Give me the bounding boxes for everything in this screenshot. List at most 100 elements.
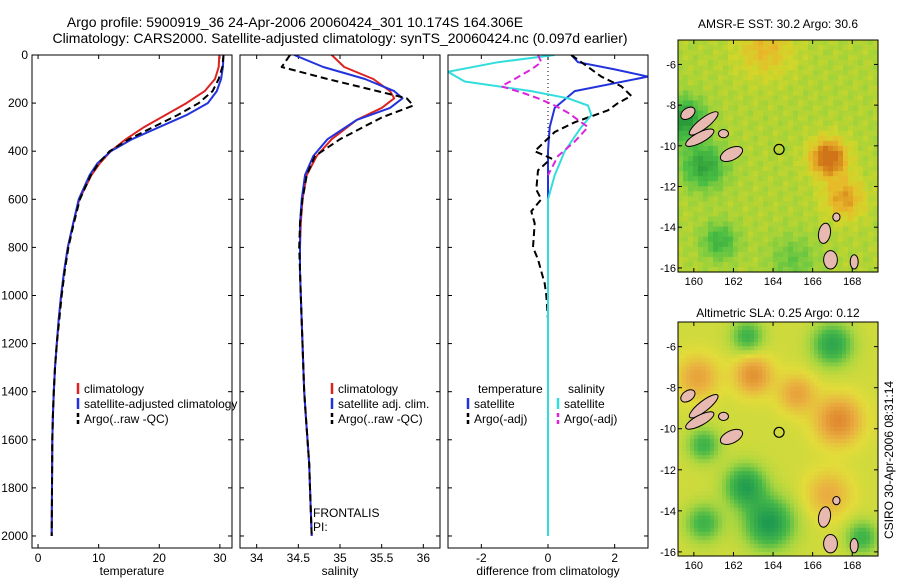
heatmap-cell xyxy=(846,551,851,557)
heatmap-cell xyxy=(678,390,683,396)
heatmap-cell xyxy=(718,539,723,545)
heatmap-cell xyxy=(843,171,849,177)
heatmap-cell xyxy=(706,515,711,521)
heatmap-cell xyxy=(758,551,763,557)
heatmap-cell xyxy=(838,451,843,456)
heatmap-cell xyxy=(813,150,819,157)
heatmap-cell xyxy=(688,156,694,162)
heatmap-cell xyxy=(850,515,855,521)
heatmap-cell xyxy=(808,45,814,51)
heatmap-cell xyxy=(828,45,834,51)
heatmap-cell xyxy=(718,251,724,258)
heatmap-cell xyxy=(848,150,854,157)
heatmap-cell xyxy=(734,495,739,501)
heatmap-cell xyxy=(834,406,839,412)
heatmap-cell xyxy=(802,483,807,489)
heatmap-cell xyxy=(762,539,767,545)
heatmap-cell xyxy=(806,374,811,380)
heatmap-cell xyxy=(710,503,715,509)
heatmap-cell xyxy=(754,410,759,416)
legend-label: Argo(..raw -QC) xyxy=(84,412,169,426)
heatmap-cell xyxy=(738,55,744,61)
heatmap-cell xyxy=(682,422,687,428)
heatmap-cell xyxy=(850,386,855,392)
heatmap-cell xyxy=(808,216,814,223)
heatmap-cell xyxy=(794,390,799,396)
heatmap-cell xyxy=(873,181,879,187)
heatmap-cell xyxy=(768,251,774,258)
heatmap-cell xyxy=(758,459,763,464)
heatmap-cell xyxy=(814,338,819,343)
heatmap-cell xyxy=(833,70,839,76)
heatmap-cell xyxy=(858,459,863,464)
y-tick-label: -10 xyxy=(660,141,676,153)
heatmap-cell xyxy=(682,535,687,541)
heatmap-cell xyxy=(683,80,689,86)
heatmap-cell xyxy=(758,65,764,71)
heatmap-cell xyxy=(678,451,683,456)
heatmap-cell xyxy=(848,105,854,112)
heatmap-cell xyxy=(722,539,727,545)
heatmap-cell xyxy=(794,451,799,456)
heatmap-cell xyxy=(846,326,851,331)
heatmap-cell xyxy=(790,443,795,448)
heatmap-cell xyxy=(790,386,795,392)
heatmap-cell xyxy=(690,527,695,533)
heatmap-cell xyxy=(858,338,863,343)
heatmap-cell xyxy=(698,330,703,335)
heatmap-cell xyxy=(788,70,794,76)
heatmap-cell xyxy=(838,100,844,107)
heatmap-cell xyxy=(782,346,787,351)
heatmap-cell xyxy=(870,322,875,327)
heatmap-cell xyxy=(683,166,689,172)
heatmap-cell xyxy=(822,491,827,497)
heatmap-cell xyxy=(808,221,814,228)
heatmap-cell xyxy=(688,120,694,127)
heatmap-cell xyxy=(722,378,727,384)
heatmap-cell xyxy=(858,394,863,400)
heatmap-cell xyxy=(722,499,727,505)
heatmap-cell xyxy=(698,495,703,501)
heatmap-cell xyxy=(706,447,711,452)
heatmap-cell xyxy=(774,382,779,388)
heatmap-cell xyxy=(788,55,794,61)
heatmap-cell xyxy=(818,430,823,436)
heatmap-cell xyxy=(694,547,699,553)
heatmap-cell xyxy=(746,531,751,537)
heatmap-cell xyxy=(848,55,854,61)
heatmap-cell xyxy=(813,176,819,182)
heatmap-cell xyxy=(870,346,875,351)
heatmap-cell xyxy=(834,350,839,355)
heatmap-cell xyxy=(738,531,743,537)
heatmap-cell xyxy=(768,226,774,233)
heatmap-cell xyxy=(774,358,779,363)
heatmap-cell xyxy=(862,402,867,408)
heatmap-cell xyxy=(862,322,867,327)
heatmap-cell xyxy=(818,479,823,484)
heatmap-cell xyxy=(722,551,727,557)
heatmap-cell xyxy=(706,443,711,448)
heatmap-cell xyxy=(858,161,864,167)
heatmap-cell xyxy=(834,390,839,396)
heatmap-cell xyxy=(788,135,794,142)
heatmap-cell xyxy=(854,479,859,484)
heatmap-cell xyxy=(694,527,699,533)
heatmap-cell xyxy=(858,60,864,66)
heatmap-cell xyxy=(873,80,879,86)
heatmap-cell xyxy=(762,418,767,424)
heatmap-cell xyxy=(838,459,843,464)
heatmap-cell xyxy=(790,378,795,384)
heatmap-cell xyxy=(754,539,759,545)
heatmap-cell xyxy=(843,75,849,81)
heatmap-cell xyxy=(782,394,787,400)
x-tick-label: 166 xyxy=(803,560,821,572)
heatmap-cell xyxy=(858,256,864,263)
heatmap-cell xyxy=(823,120,829,127)
heatmap-cell xyxy=(862,374,867,380)
heatmap-cell xyxy=(698,145,704,152)
heatmap-cell xyxy=(718,418,723,424)
heatmap-cell xyxy=(874,330,879,335)
heatmap-cell xyxy=(774,434,779,440)
heatmap-cell xyxy=(783,75,789,81)
